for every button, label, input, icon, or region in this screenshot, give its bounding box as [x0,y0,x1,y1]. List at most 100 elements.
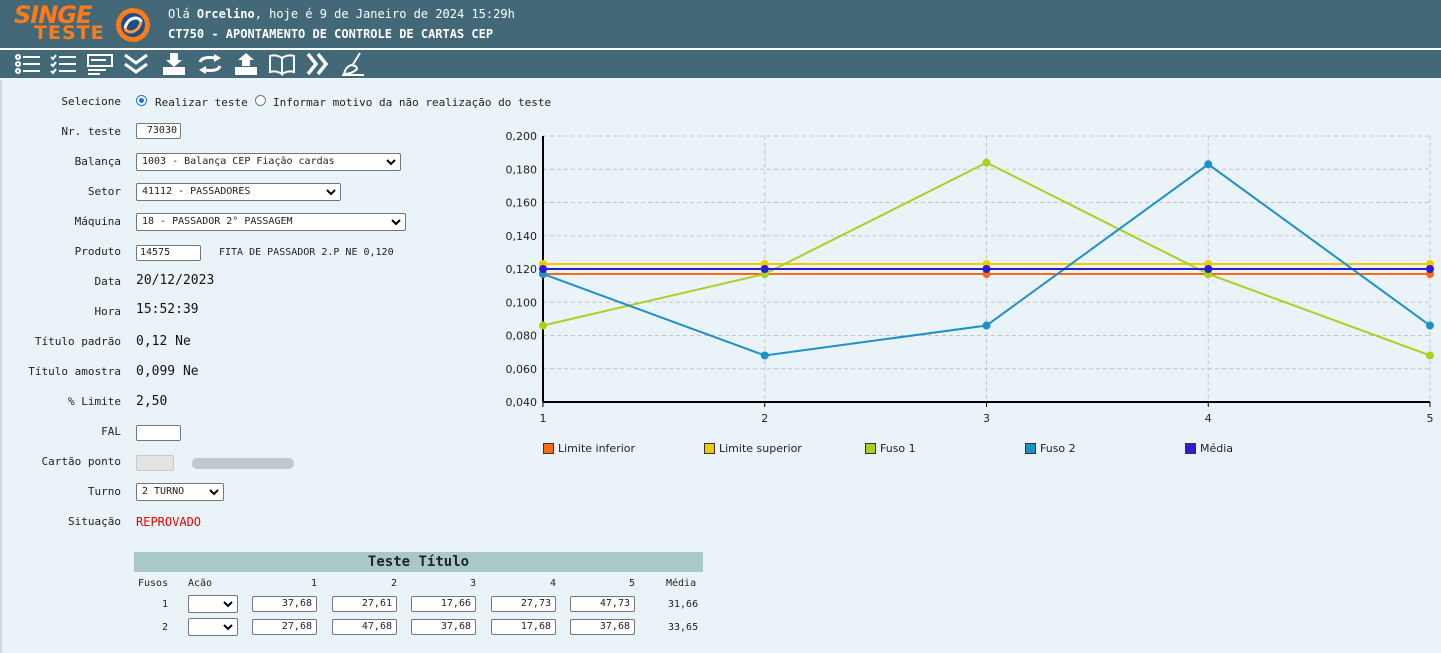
legend-label: Média [1200,442,1234,455]
series-point-m-dia [539,265,547,273]
row1-value-5[interactable]: 47,73 [570,596,635,612]
fal-label: FAL [101,425,121,438]
selecione-label: Selecione [61,95,121,108]
row2-value-2[interactable]: 47,68 [332,619,397,635]
y-tick-label: 0,200 [506,130,538,143]
greeting-prefix: Olá [168,7,197,21]
col-header-3: 3 [469,578,476,589]
series-point-fuso-1 [982,158,991,167]
row1-value-4[interactable]: 27,73 [491,596,556,612]
nr-teste-label: Nr. teste [61,125,121,138]
x-tick-label: 1 [540,412,547,425]
fal-field[interactable] [136,425,181,441]
setor-label: Setor [87,185,121,198]
row1-media: 31,66 [668,599,699,610]
radio-realizar-label: Realizar teste [155,96,248,109]
limite-value: 2,50 [136,394,168,409]
download-tray-icon[interactable] [160,52,188,76]
nr-teste-field[interactable]: 73030 [136,123,181,139]
titulo-amostra-label: Título amostra [28,365,121,378]
list-icon[interactable] [14,52,42,76]
titulo-padrao-value: 0,12 Ne [136,334,191,349]
produto-description: FITA DE PASSADOR 2.P NE 0,120 [219,247,394,258]
data-value: 20/12/2023 [136,273,215,288]
legend-item: Média [1185,442,1233,455]
row2-value-1[interactable]: 27,68 [252,619,317,635]
row1-value-3[interactable]: 17,66 [411,596,476,612]
row2-value-5[interactable]: 37,68 [570,619,635,635]
chevron-down-icon [223,601,233,608]
double-chevron-down-icon[interactable] [122,52,150,76]
col-header-4: 4 [549,578,556,589]
balanca-select[interactable]: 1003 - Balança CEP Fiação cardas [136,153,401,171]
radio-informar-motivo[interactable] [255,95,266,106]
legend-swatch [1185,443,1196,454]
chevron-down-icon [223,624,233,631]
turno-label: Turno [87,485,121,498]
checklist-icon[interactable] [50,52,78,76]
row2-acao-select[interactable] [188,618,238,636]
col-header-2: 2 [390,578,397,589]
col-header-acao: Acão [188,578,213,589]
y-tick-label: 0,180 [506,163,538,176]
redacted-name [192,458,294,469]
header-divider [0,48,1441,50]
cartao-ponto-field[interactable] [136,455,174,471]
double-chevron-right-icon[interactable] [304,52,332,76]
situacao-label: Situação [68,515,121,528]
titulo-amostra-value: 0,099 Ne [136,364,199,379]
produto-code-field[interactable]: 14575 [136,245,201,261]
maquina-select[interactable]: 18 - PASSADOR 2° PASSAGEM [136,213,406,231]
app-logo: SINGE TESTE [14,3,110,45]
y-tick-label: 0,160 [506,197,538,210]
x-tick-label: 2 [761,412,768,425]
toolbar [0,50,1441,78]
legend-item: Limite superior [704,442,802,455]
data-label: Data [94,275,122,288]
row2-fuso: 2 [162,622,169,633]
maquina-select-value: 18 - PASSADOR 2° PASSAGEM [142,216,293,227]
chevron-down-icon [209,489,219,496]
radio-realizar-teste[interactable] [136,95,147,106]
y-tick-label: 0,140 [506,230,538,243]
cep-line-chart: 0,040 0,060 0,080 0,100 0,120 0,140 0,160 0,180… [506,130,1434,425]
greeting-suffix: , hoje é 9 de Janeiro de 2024 15:29h [254,7,515,21]
row1-value-2[interactable]: 27,61 [332,596,397,612]
series-point-fuso-1 [539,321,547,330]
chevron-down-icon [391,219,401,226]
broom-icon[interactable] [340,52,368,76]
series-point-fuso-2 [1204,160,1213,169]
series-point-m-dia [760,265,769,273]
legend-item: Fuso 2 [1025,442,1076,455]
x-tick-label: 4 [1205,412,1212,425]
produto-label: Produto [74,245,121,258]
row1-fuso: 1 [162,599,169,610]
row2-media: 33,65 [668,622,699,633]
row1-value-1[interactable]: 37,68 [252,596,317,612]
radio-informar-label: Informar motivo da não realização do tes… [273,96,552,109]
x-tick-label: 3 [983,412,990,425]
book-icon[interactable] [268,52,296,76]
row1-acao-select[interactable] [188,595,238,613]
greeting-text: Olá Orcelino, hoje é 9 de Janeiro de 202… [168,7,515,21]
row2-value-4[interactable]: 17,68 [491,619,556,635]
legend-item: Fuso 1 [865,442,916,455]
form-icon[interactable] [86,52,114,76]
hora-label: Hora [94,305,122,318]
x-tick-label: 5 [1427,412,1434,425]
balanca-select-value: 1003 - Balança CEP Fiação cardas [142,156,335,167]
turno-select[interactable]: 2 TURNO [136,483,224,501]
y-tick-label: 0,120 [506,263,538,276]
turno-select-value: 2 TURNO [142,486,185,497]
page-title: CT750 - APONTAMENTO DE CONTROLE DE CARTA… [168,27,494,41]
setor-select[interactable]: 41112 - PASSADORES [136,183,341,201]
legend-swatch [865,443,876,454]
upload-tray-icon[interactable] [232,52,260,76]
balanca-label: Balança [74,155,121,168]
refresh-icon[interactable] [196,52,224,76]
cartao-label: Cartão ponto [41,455,121,468]
series-point-fuso-2 [982,321,991,330]
series-point-m-dia [982,265,991,273]
legend-label: Fuso 2 [1040,442,1076,455]
row2-value-3[interactable]: 37,68 [411,619,476,635]
